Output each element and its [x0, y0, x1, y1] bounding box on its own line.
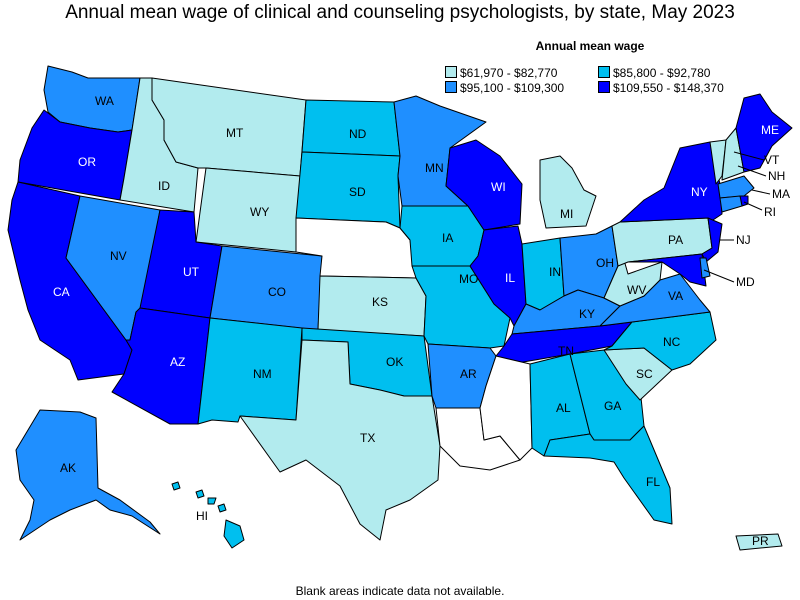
state-label-FL: FL: [646, 475, 660, 489]
state-label-IA: IA: [442, 231, 453, 245]
state-SD[interactable]: [295, 151, 401, 229]
state-label-ME: ME: [761, 123, 779, 137]
state-label-TX: TX: [360, 431, 375, 445]
state-label-WA: WA: [95, 94, 114, 108]
state-label-ID: ID: [158, 179, 170, 193]
state-label-IL: IL: [505, 271, 515, 285]
legend-swatch: [598, 66, 610, 78]
state-label-MT: MT: [226, 126, 244, 140]
legend-title: Annual mean wage: [535, 39, 645, 53]
state-label-AZ: AZ: [170, 355, 185, 369]
state-label-SC: SC: [636, 367, 653, 381]
state-IL[interactable]: [469, 225, 527, 327]
legend-swatch: [598, 81, 610, 93]
state-PR[interactable]: [735, 533, 783, 551]
state-label-MD: MD: [736, 275, 755, 289]
state-label-KS: KS: [372, 295, 388, 309]
state-label-ND: ND: [349, 127, 367, 141]
state-label-NJ: NJ: [736, 233, 751, 247]
state-TX[interactable]: [239, 339, 441, 541]
state-label-MA: MA: [772, 187, 790, 201]
state-label-MN: MN: [425, 161, 444, 175]
state-NM[interactable]: [197, 317, 303, 425]
state-label-MI: MI: [560, 207, 573, 221]
state-label-NH: NH: [768, 169, 785, 183]
state-label-WI: WI: [491, 180, 506, 194]
state-label-UT: UT: [183, 265, 200, 279]
state-CT[interactable]: [719, 195, 743, 213]
state-labels: WA OR CA ID NV MT WY UT AZ CO NM ND SD K…: [53, 94, 790, 548]
state-DE[interactable]: [699, 257, 711, 279]
state-label-NY: NY: [691, 185, 708, 199]
state-WI[interactable]: [445, 139, 523, 231]
state-CO[interactable]: [209, 245, 323, 331]
state-label-WY: WY: [250, 205, 269, 219]
state-label-AK: AK: [60, 461, 76, 475]
state-WY[interactable]: [195, 167, 301, 253]
state-label-KY: KY: [579, 307, 595, 321]
legend-item-tier-4: $109,550 - $148,370: [598, 81, 724, 95]
state-MA[interactable]: [717, 175, 755, 199]
state-ME[interactable]: [735, 93, 793, 173]
state-AK[interactable]: [15, 409, 161, 541]
state-label-MO: MO: [459, 272, 478, 286]
label-leader-lines: [703, 151, 771, 283]
state-MI[interactable]: [539, 155, 597, 229]
state-label-WV: WV: [627, 283, 646, 297]
state-label-HI: HI: [196, 509, 208, 523]
state-label-IN: IN: [549, 265, 561, 279]
state-label-AL: AL: [556, 401, 571, 415]
legend-swatch: [445, 66, 457, 78]
legend-swatch: [445, 81, 457, 93]
state-label-PR: PR: [752, 534, 769, 548]
state-HI[interactable]: [171, 481, 245, 549]
state-label-VT: VT: [764, 153, 780, 167]
state-label-OH: OH: [596, 256, 614, 270]
state-label-CA: CA: [53, 285, 70, 299]
map-title: Annual mean wage of clinical and counsel…: [65, 2, 735, 23]
state-MD[interactable]: [627, 253, 707, 287]
state-FL[interactable]: [543, 425, 673, 525]
state-label-NC: NC: [663, 335, 681, 349]
state-label-GA: GA: [604, 399, 621, 413]
state-label-TN: TN: [558, 344, 574, 358]
legend-item-tier-2: $85,800 - $92,780: [598, 66, 710, 80]
state-label-OK: OK: [386, 355, 403, 369]
legend-item-tier-1: $61,970 - $82,770: [445, 66, 557, 80]
state-label-AR: AR: [460, 367, 477, 381]
state-label-NM: NM: [253, 367, 272, 381]
state-label-CO: CO: [268, 285, 286, 299]
state-label-SD: SD: [349, 185, 366, 199]
state-label-VA: VA: [668, 289, 683, 303]
state-label-NV: NV: [110, 249, 127, 263]
state-label-PA: PA: [668, 233, 683, 247]
state-NY[interactable]: [619, 141, 723, 223]
state-label-RI: RI: [764, 205, 776, 219]
state-label-OR: OR: [78, 155, 96, 169]
legend-item-tier-3: $95,100 - $109,300: [445, 81, 564, 95]
footnote: Blank areas indicate data not available.: [295, 584, 505, 598]
